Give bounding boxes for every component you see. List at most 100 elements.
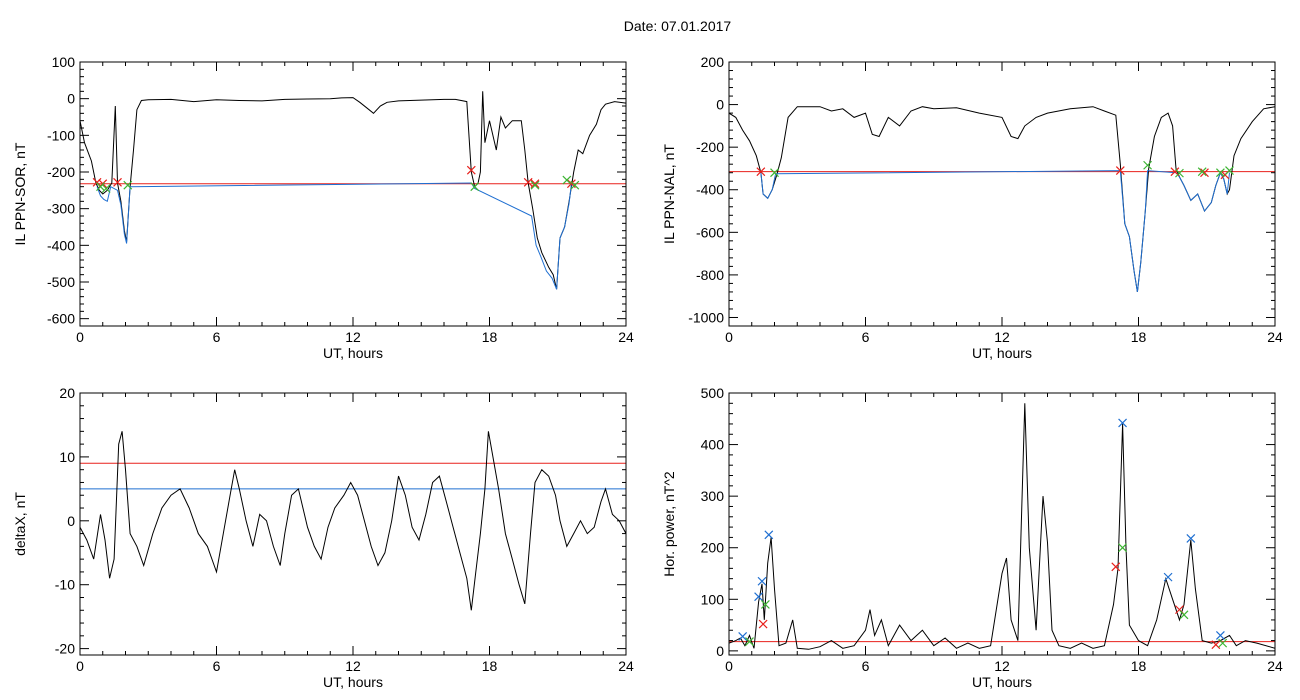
marker-red	[530, 179, 540, 189]
marker-green	[1197, 167, 1207, 177]
x-tick-label: 12	[345, 329, 361, 345]
marker-blue	[1186, 534, 1196, 543]
y-tick-label: -1000	[688, 309, 724, 325]
y-axis-label: IL PPN-NAL, nT	[661, 144, 677, 244]
x-tick-label: 12	[345, 658, 361, 674]
marker-green	[760, 600, 770, 609]
y-tick-label: 100	[701, 591, 725, 607]
marker-red	[523, 177, 533, 187]
x-tick-label: 0	[76, 329, 84, 345]
y-tick-label: -10	[55, 577, 75, 593]
x-tick-label: 12	[994, 658, 1010, 674]
marker-red	[1200, 168, 1209, 178]
marker-green	[96, 182, 105, 192]
y-tick-label: -600	[696, 224, 724, 240]
series-blue	[760, 170, 1230, 292]
y-tick-label: 0	[716, 97, 724, 113]
marker-blue	[754, 592, 763, 602]
marker-blue	[1163, 572, 1173, 582]
y-axis-label: Hor. power, nT^2	[661, 471, 677, 577]
series-black	[80, 431, 626, 611]
x-tick-label: 0	[725, 329, 733, 345]
marker-red	[113, 177, 122, 187]
page-title: Date: 07.01.2017	[623, 18, 732, 34]
marker-blue	[1118, 418, 1127, 428]
x-axis-label: UT, hours	[972, 674, 1032, 690]
x-tick-label: 0	[76, 658, 84, 674]
x-axis-label: UT, hours	[323, 345, 383, 361]
y-axis-label: IL PPN-SOR, nT	[12, 142, 28, 245]
x-tick-label: 24	[1267, 658, 1283, 674]
y-tick-label: 400	[701, 437, 725, 453]
x-tick-label: 6	[862, 658, 870, 674]
y-tick-label: 10	[59, 449, 75, 465]
plot-frame	[79, 61, 627, 327]
y-tick-label: 0	[67, 91, 75, 107]
y-tick-label: -600	[47, 311, 75, 327]
x-tick-label: 18	[1131, 658, 1147, 674]
x-tick-label: 18	[482, 329, 498, 345]
y-tick-label: 300	[701, 488, 725, 504]
y-tick-label: -800	[696, 267, 724, 283]
marker-blue	[738, 632, 748, 641]
y-tick-label: 0	[67, 513, 75, 529]
series-blue	[96, 182, 572, 290]
plot-frame	[79, 392, 627, 656]
marker-blue	[1215, 630, 1225, 640]
marker-green	[530, 180, 540, 190]
panel-3: 0 6 12 18 24 20 10 0 -10 -20 UT, hours deltaX, nT	[12, 385, 634, 690]
marker-green	[1218, 638, 1228, 648]
panel-2: 0 6 12 18 24 200 0 -200 -400 -600 -800 -1000 UT, hou…	[661, 54, 1283, 361]
marker-green	[562, 175, 572, 185]
y-tick-label: -200	[696, 139, 724, 155]
panel-4: 0 6 12 18 24 500 400 300 200 100 0 UT, hours Hor. po…	[661, 385, 1283, 690]
plot-frame	[728, 392, 1276, 656]
y-tick-label: 200	[701, 54, 725, 70]
marker-green	[1225, 166, 1234, 176]
marker-green	[123, 180, 133, 190]
x-axis-label: UT, hours	[972, 345, 1032, 361]
marker-green	[745, 637, 754, 647]
series-black	[729, 403, 1275, 650]
y-tick-label: -400	[47, 237, 75, 253]
plot-frame	[728, 61, 1276, 327]
x-tick-label: 12	[994, 329, 1010, 345]
marker-red	[466, 165, 476, 175]
marker-green	[1175, 168, 1184, 178]
x-tick-label: 6	[213, 658, 221, 674]
y-tick-label: 200	[701, 540, 725, 556]
y-tick-label: -400	[696, 182, 724, 198]
marker-red	[1211, 640, 1221, 650]
x-tick-label: 18	[1131, 329, 1147, 345]
x-tick-label: 24	[618, 658, 634, 674]
x-tick-label: 6	[862, 329, 870, 345]
y-tick-label: -500	[47, 274, 75, 290]
y-tick-label: 20	[59, 385, 75, 401]
y-axis-label: deltaX, nT	[12, 492, 28, 556]
marker-green	[570, 180, 580, 190]
x-axis-label: UT, hours	[323, 674, 383, 690]
marker-green	[770, 168, 779, 178]
y-tick-label: -20	[55, 641, 75, 657]
panel-1: 0 6 12 18 24 100 0 -100 -200 -300 -400 -500 -600 UT, …	[12, 54, 634, 361]
x-tick-label: 24	[618, 329, 634, 345]
x-tick-label: 24	[1267, 329, 1283, 345]
marker-red	[1115, 166, 1125, 176]
marker-red	[756, 167, 766, 177]
marker-green	[101, 184, 111, 193]
marker-red	[1111, 562, 1121, 572]
y-tick-label: -100	[47, 127, 75, 143]
y-tick-label: 100	[52, 54, 76, 70]
marker-green	[470, 182, 480, 192]
series-black	[729, 106, 1275, 292]
marker-green	[1215, 168, 1225, 178]
x-tick-label: 18	[482, 658, 498, 674]
marker-blue	[764, 530, 774, 540]
series-black	[80, 91, 626, 290]
marker-green	[1179, 610, 1189, 620]
marker-green	[1118, 543, 1127, 553]
y-tick-label: 500	[701, 385, 725, 401]
y-tick-label: 0	[716, 643, 724, 659]
marker-red	[92, 177, 102, 187]
